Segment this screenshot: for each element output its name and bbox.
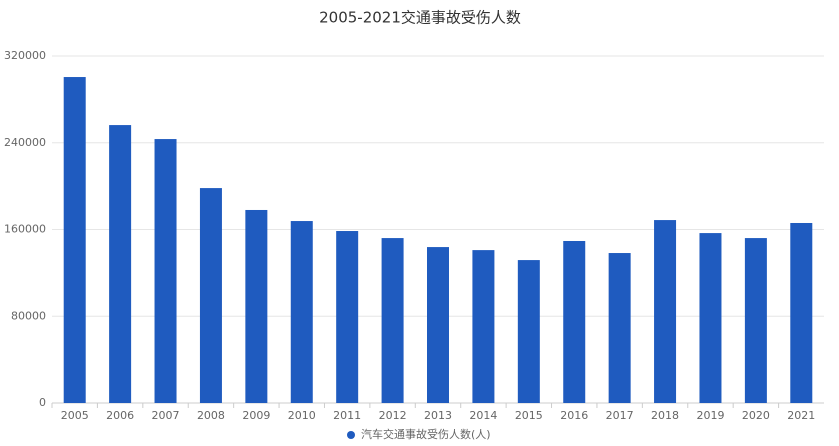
bar [154, 139, 177, 404]
bar [290, 221, 313, 403]
bar [699, 233, 722, 403]
x-tick-label: 2014 [469, 409, 497, 422]
bar [654, 220, 677, 403]
x-tick-label: 2006 [106, 409, 134, 422]
x-tick-label: 2007 [152, 409, 180, 422]
y-tick-label: 320000 [4, 49, 46, 62]
y-tick-label: 80000 [11, 309, 46, 322]
bar [608, 253, 631, 403]
bar [472, 250, 495, 403]
chart-title: 2005-2021交通事故受伤人数 [319, 9, 521, 27]
bar [336, 231, 359, 403]
x-tick-label: 2019 [696, 409, 724, 422]
x-tick-label: 2008 [197, 409, 225, 422]
legend-label: 汽车交通事故受伤人数(人) [361, 427, 491, 441]
x-tick-label: 2021 [787, 409, 815, 422]
bar [744, 238, 767, 403]
x-tick-label: 2015 [515, 409, 543, 422]
bar [381, 238, 404, 403]
x-tick-label: 2016 [560, 409, 588, 422]
legend-marker [347, 431, 355, 439]
bar [790, 222, 813, 403]
x-tick-label: 2018 [651, 409, 679, 422]
x-tick-label: 2020 [742, 409, 770, 422]
bar [109, 125, 132, 404]
x-tick-label: 2010 [288, 409, 316, 422]
bar [63, 77, 86, 404]
x-tick-label: 2013 [424, 409, 452, 422]
bar [517, 260, 540, 403]
x-tick-label: 2012 [379, 409, 407, 422]
x-tick-label: 2017 [606, 409, 634, 422]
bar [427, 247, 449, 403]
bar [199, 188, 222, 403]
y-tick-label: 240000 [4, 136, 46, 149]
x-tick-label: 2011 [333, 409, 361, 422]
x-tick-label: 2005 [61, 409, 89, 422]
bar [245, 209, 268, 403]
bar [563, 240, 586, 403]
x-tick-label: 2009 [242, 409, 270, 422]
y-tick-label: 160000 [4, 223, 46, 236]
y-tick-label: 0 [39, 396, 46, 409]
